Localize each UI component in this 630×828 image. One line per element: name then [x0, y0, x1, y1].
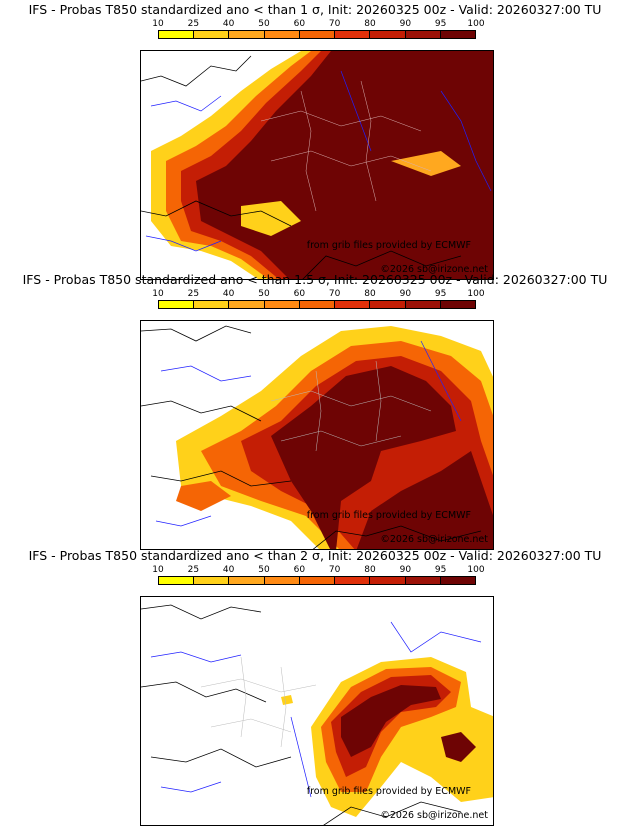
copyright-note: ©2026 sb@irizone.net — [380, 534, 488, 545]
legend-tick-label: 10 — [152, 565, 164, 575]
legend-tick-label: 100 — [467, 565, 485, 575]
legend-swatch — [299, 577, 336, 584]
legend-swatch — [194, 577, 230, 584]
legend-swatch — [194, 31, 230, 38]
probability-map: from grib files provided by ECMWF ©2026 … — [140, 596, 494, 826]
probability-map: from grib files provided by ECMWF ©2026 … — [140, 320, 494, 550]
legend-tick-label: 25 — [187, 565, 200, 575]
legend-tick-label: 100 — [467, 289, 485, 299]
legend-swatch — [335, 31, 371, 38]
panel-title: IFS - Probas T850 standardized ano < tha… — [28, 548, 602, 563]
panel-title: IFS - Probas T850 standardized ano < tha… — [28, 2, 602, 17]
legend-tick-label: 90 — [399, 19, 412, 29]
copyright-note: ©2026 sb@irizone.net — [380, 810, 488, 821]
rivers — [145, 70, 492, 252]
legend-tick-label: 60 — [293, 565, 306, 575]
legend-swatch — [264, 31, 300, 38]
probability-field — [176, 326, 493, 549]
legend-tick-label: 25 — [187, 19, 200, 29]
legend-swatch — [335, 301, 371, 308]
coastlines — [141, 55, 462, 279]
legend-tick-label: 90 — [399, 289, 412, 299]
panel-title: IFS - Probas T850 standardized ano < tha… — [22, 272, 608, 287]
legend-swatch — [194, 301, 230, 308]
legend-tick-label: 10 — [152, 289, 164, 299]
legend-tick-labels: 10 25 40 50 60 70 80 90 95 100 — [152, 289, 484, 300]
legend-swatch — [264, 577, 300, 584]
legend-swatch — [405, 577, 441, 584]
legend-tick-label: 50 — [258, 565, 270, 575]
legend-tick-label: 80 — [364, 565, 376, 575]
legend-swatch — [370, 301, 406, 308]
legend-colorbar — [158, 300, 476, 309]
source-note: from grib files provided by ECMWF — [306, 240, 471, 251]
map-canvas-3 — [141, 604, 493, 825]
map-panel-1: IFS - Probas T850 standardized ano < tha… — [0, 2, 630, 280]
coastlines — [141, 604, 462, 825]
legend-swatch — [159, 31, 195, 38]
legend-tick-label: 95 — [434, 289, 447, 299]
legend-tick-label: 40 — [222, 19, 235, 29]
coastlines — [141, 325, 482, 549]
legend-swatch — [299, 31, 336, 38]
rivers — [150, 621, 482, 798]
legend-tick-label: 80 — [364, 19, 376, 29]
legend-swatch — [370, 577, 406, 584]
map-canvas-1 — [141, 51, 493, 279]
legend-swatch — [229, 577, 265, 584]
probability-map: from grib files provided by ECMWF ©2026 … — [140, 50, 494, 280]
legend-tick-label: 50 — [258, 19, 270, 29]
legend-colorbar — [158, 576, 476, 585]
legend-tick-label: 70 — [328, 565, 341, 575]
legend-tick-label: 95 — [434, 19, 447, 29]
legend-swatch — [159, 301, 195, 308]
legend-tick-label: 40 — [222, 289, 235, 299]
rivers — [155, 340, 462, 527]
legend-tick-label: 70 — [328, 19, 341, 29]
color-legend: 10 25 40 50 60 70 80 90 95 100 — [152, 565, 485, 591]
legend-tick-label: 70 — [328, 289, 341, 299]
legend-tick-label: 40 — [222, 565, 235, 575]
probability-field — [281, 657, 493, 817]
probability-field — [151, 51, 493, 279]
legend-tick-labels: 10 25 40 50 60 70 80 90 95 100 — [152, 565, 484, 576]
legend-swatch — [440, 301, 475, 308]
source-note: from grib files provided by ECMWF — [306, 510, 471, 521]
map-panel-2: IFS - Probas T850 standardized ano < tha… — [0, 272, 630, 550]
legend-swatch — [159, 577, 195, 584]
legend-swatch — [370, 31, 406, 38]
copyright-note: ©2026 sb@irizone.net — [380, 264, 488, 275]
map-canvas-2 — [141, 325, 493, 549]
legend-tick-label: 10 — [152, 19, 164, 29]
legend-tick-label: 50 — [258, 289, 270, 299]
admin-borders — [270, 360, 432, 452]
legend-tick-label: 25 — [187, 289, 200, 299]
legend-swatch — [405, 31, 441, 38]
map-panel-3: IFS - Probas T850 standardized ano < tha… — [0, 548, 630, 826]
legend-swatch — [440, 31, 475, 38]
legend-colorbar — [158, 30, 476, 39]
legend-swatch — [335, 577, 371, 584]
legend-swatch — [264, 301, 300, 308]
admin-borders — [260, 80, 432, 212]
color-legend: 10 25 40 50 60 70 80 90 95 100 — [152, 19, 485, 45]
legend-tick-label: 80 — [364, 289, 376, 299]
legend-tick-label: 60 — [293, 19, 306, 29]
legend-tick-label: 90 — [399, 565, 412, 575]
legend-tick-label: 95 — [434, 565, 447, 575]
source-note: from grib files provided by ECMWF — [306, 786, 471, 797]
admin-borders — [200, 656, 317, 748]
legend-swatch — [229, 301, 265, 308]
legend-tick-label: 100 — [467, 19, 485, 29]
color-legend: 10 25 40 50 60 70 80 90 95 100 — [152, 289, 485, 315]
legend-swatch — [440, 577, 475, 584]
legend-swatch — [229, 31, 265, 38]
legend-tick-label: 60 — [293, 289, 306, 299]
legend-tick-labels: 10 25 40 50 60 70 80 90 95 100 — [152, 19, 484, 30]
legend-swatch — [299, 301, 336, 308]
legend-swatch — [405, 301, 441, 308]
